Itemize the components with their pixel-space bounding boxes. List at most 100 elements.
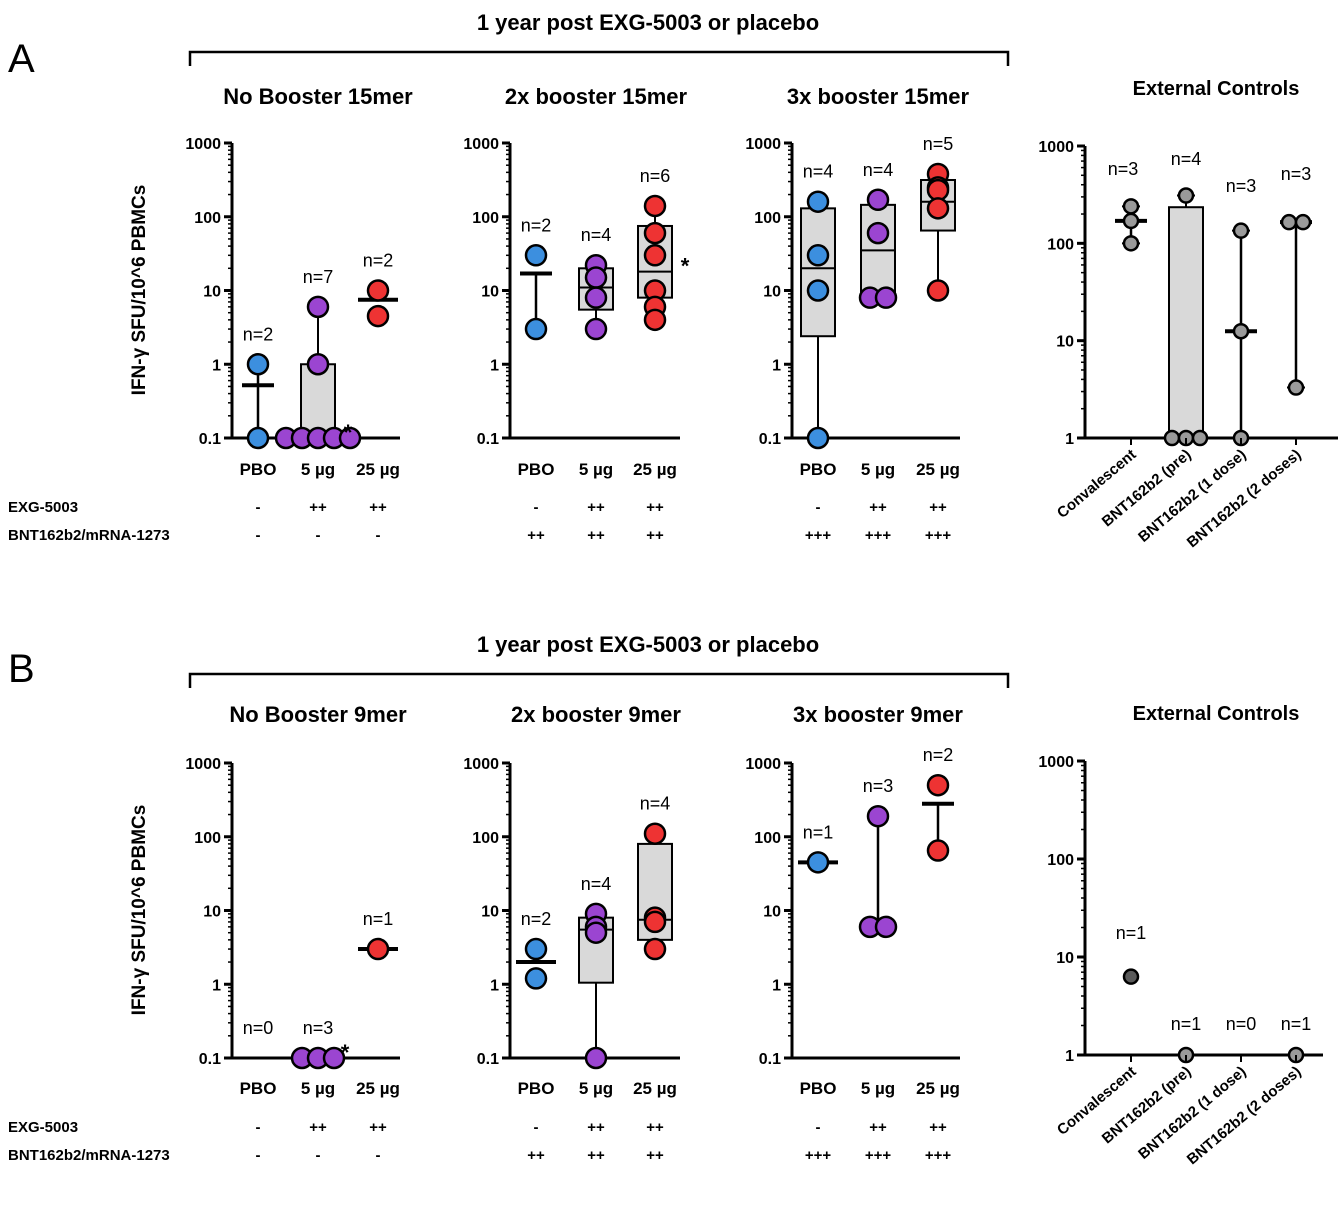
panel-b-subplot-2-title: 2x booster 9mer [511, 702, 681, 727]
panel-b-subplot-3-exg-value: ++ [929, 1119, 947, 1136]
panel-b-controls-group-1-point [1122, 968, 1140, 985]
panel-a-subplot-1: No Booster 15mer 0.1 1 10 100 1000 n=2 PBO - - n=7… [185, 84, 413, 544]
panel-b-subplot-3-title: 3x booster 9mer [793, 702, 963, 727]
panel-b-controls-n-label: n=1 [1281, 1014, 1312, 1034]
panel-b-subplot-2-bnt-value: ++ [527, 1147, 545, 1164]
panel-a-subplot-3-ytick-label: 10 [763, 284, 781, 301]
panel-a-subplot-1-exg-value: - [256, 499, 261, 516]
panel-a-controls-group-2-point [1191, 429, 1209, 447]
panel-b-subplot-3-bnt-value: +++ [865, 1147, 892, 1164]
panel-a-controls-group-1-point [1122, 198, 1140, 215]
panel-a-controls-n-label: n=3 [1108, 159, 1139, 179]
panel-b-subplot-3-5ug-point [874, 915, 898, 939]
panel-a-controls-group-4-point [1280, 213, 1298, 231]
panel-a-subplot-1-bnt-value: - [316, 527, 321, 544]
panel-a-subplot-3-category-label: PBO [800, 460, 837, 479]
panel-a-subplot-3-ytick-label: 100 [754, 210, 781, 227]
panel-b-subplot-2-25ug-point [643, 822, 667, 845]
panel-letter-b: B [8, 647, 35, 691]
panel-b-subplot-3-n-label: n=2 [923, 745, 954, 765]
panel-a-subplot-2-pbo-point [524, 317, 548, 341]
panel-b-controls-n-label: n=1 [1171, 1014, 1202, 1034]
panel-b-subplot-2-5ug-point [584, 921, 608, 944]
panel-a-subplot-1-n-label: n=7 [303, 267, 334, 287]
panel-a-controls-ytick-label: 10 [1056, 334, 1074, 351]
panel-a-subplot-1-category-label: PBO [240, 460, 277, 479]
panel-a-subplot-2-significance-star: * [681, 254, 690, 279]
panel-letter-a: A [8, 37, 35, 81]
panel-b-subplot-1-category-label: 25 µg [356, 1079, 400, 1098]
panel-a-subplot-2-ytick-label: 1 [490, 357, 499, 374]
panel-a-subplot-2-25ug-point [643, 308, 667, 332]
panel-a-controls-n-label: n=4 [1171, 149, 1202, 169]
panel-a-subplot-2-exg-value: - [534, 499, 539, 516]
panel-a-subplot-1-25ug-point [366, 279, 390, 302]
panel-a-subplot-1-5ug-box [300, 363, 336, 439]
panel-b-subplot-3-n-label: n=3 [863, 776, 894, 796]
panel-a-controls-ytick-label: 1000 [1038, 139, 1074, 156]
panel-b-subplot-2-category-label: 25 µg [633, 1079, 677, 1098]
panel-b-subplot-3-ytick-label: 10 [763, 904, 781, 921]
panel-b-subplot-2-5ug-point [584, 1046, 608, 1070]
panel-a-subplot-3-bnt-value: +++ [925, 527, 952, 544]
panel-a-subplot-1-category-label: 5 µg [301, 460, 335, 479]
panel-b-subplot-1-5ug-point [322, 1046, 346, 1070]
panel-a-subplot-1-5ug-point [338, 426, 362, 450]
panel-a-subplot-3-bnt-value: +++ [865, 527, 892, 544]
panel-b-controls-title: External Controls [1133, 703, 1300, 725]
panel-a-subplot-3-5ug-point [866, 188, 890, 212]
panel-a-controls-n-label: n=3 [1281, 164, 1312, 184]
panel-a-controls-group-4-point [1294, 213, 1312, 231]
panel-a-subplot-2: 2x booster 15mer 0.1 1 10 100 1000 n=2 PBO - ++ n=… [463, 84, 689, 544]
panel-b-subplot-3-exg-value: ++ [869, 1119, 887, 1136]
panel-b-subplot-1-ytick-label: 0.1 [199, 1051, 221, 1068]
panel-a-controls-group-3-point [1232, 322, 1250, 340]
panel-a-subplot-3-ytick-label: 1 [772, 357, 781, 374]
panel-b-subplot-1-ytick-label: 100 [194, 830, 221, 847]
panel-a-subplot-2-n-label: n=4 [581, 225, 612, 245]
panel-b-subplot-3-n-label: n=1 [803, 822, 834, 842]
panel-a-subplot-3-pbo-point [806, 244, 830, 267]
panel-a-subplot-3-pbo-point [806, 426, 830, 450]
panel-b-subplot-3: 3x booster 9mer 0.1 1 10 100 1000 n=1 PBO - +++ n=… [745, 702, 963, 1164]
panel-b-bracket [188, 672, 1010, 688]
panel-b-subplot-3-bnt-value: +++ [925, 1147, 952, 1164]
panel-a-subplot-3-25ug-point [926, 279, 950, 302]
panel-b-subplot-2-pbo-point [524, 937, 548, 961]
panel-b-subplot-2-ytick-label: 0.1 [477, 1051, 499, 1068]
panel-b-subplot-3-category-label: 5 µg [861, 1079, 895, 1098]
panel-b-subplot-2-bnt-value: ++ [646, 1147, 664, 1164]
panel-a-subplot-2-title: 2x booster 15mer [505, 84, 688, 109]
panel-a-subplot-3-category-label: 5 µg [861, 460, 895, 479]
panel-b-controls-ytick-label: 10 [1056, 950, 1074, 967]
panel-a-controls-group-3-point [1232, 222, 1250, 239]
panel-a-subplot-1-pbo-point [246, 353, 270, 376]
panel-b-subplot-3-ytick-label: 1000 [745, 756, 781, 773]
panel-b-subplot-2-n-label: n=4 [581, 874, 612, 894]
panel-b-subplot-1-bnt-value: - [256, 1147, 261, 1164]
panel-b-subplot-1-n-label: n=3 [303, 1018, 334, 1038]
plots-layer: No Booster 15mer 0.1 1 10 100 1000 n=2 PBO - - n=7… [185, 78, 1338, 1168]
panel-a-subplot-2-5ug-point [584, 286, 608, 309]
panel-b-subplot-3-ytick-label: 1 [772, 977, 781, 994]
panel-b-subplot-3-exg-value: - [816, 1119, 821, 1136]
panel-b-subplot-1-category-label: PBO [240, 1079, 277, 1098]
panel-b-subplot-2-n-label: n=4 [640, 794, 671, 814]
panel-a-subplot-3-25ug-point [926, 197, 950, 220]
panel-a-subplot-1-5ug-point [306, 295, 330, 319]
panel-b-controls-ytick-label: 100 [1047, 852, 1074, 869]
panel-b-subplot-3-5ug-point [866, 804, 890, 828]
panel-a-subplot-1-ytick-label: 100 [194, 210, 221, 227]
panel-a-subplot-1-significance-star: * [344, 420, 353, 445]
panel-b-subplot-1: No Booster 9mer 0.1 1 10 100 1000 n=0 PBO - - n=3 *… [185, 702, 407, 1164]
panel-a-subplot-1-exg-value: ++ [369, 499, 387, 516]
panel-b-subplot-2-exg-value: ++ [646, 1119, 664, 1136]
panel-a-subplot-3-pbo-point [806, 190, 830, 213]
panel-a-controls-ytick-label: 1 [1065, 431, 1074, 448]
panel-b-header: 1 year post EXG-5003 or placebo [477, 632, 819, 657]
panel-b-subplot-2-category-label: PBO [518, 1079, 555, 1098]
panel-b-subplot-1-category-label: 5 µg [301, 1079, 335, 1098]
panel-a-subplot-2-n-label: n=2 [521, 215, 552, 235]
panel-a-subplot-1-bnt-value: - [376, 527, 381, 544]
panel-b-subplot-2-ytick-label: 10 [481, 904, 499, 921]
